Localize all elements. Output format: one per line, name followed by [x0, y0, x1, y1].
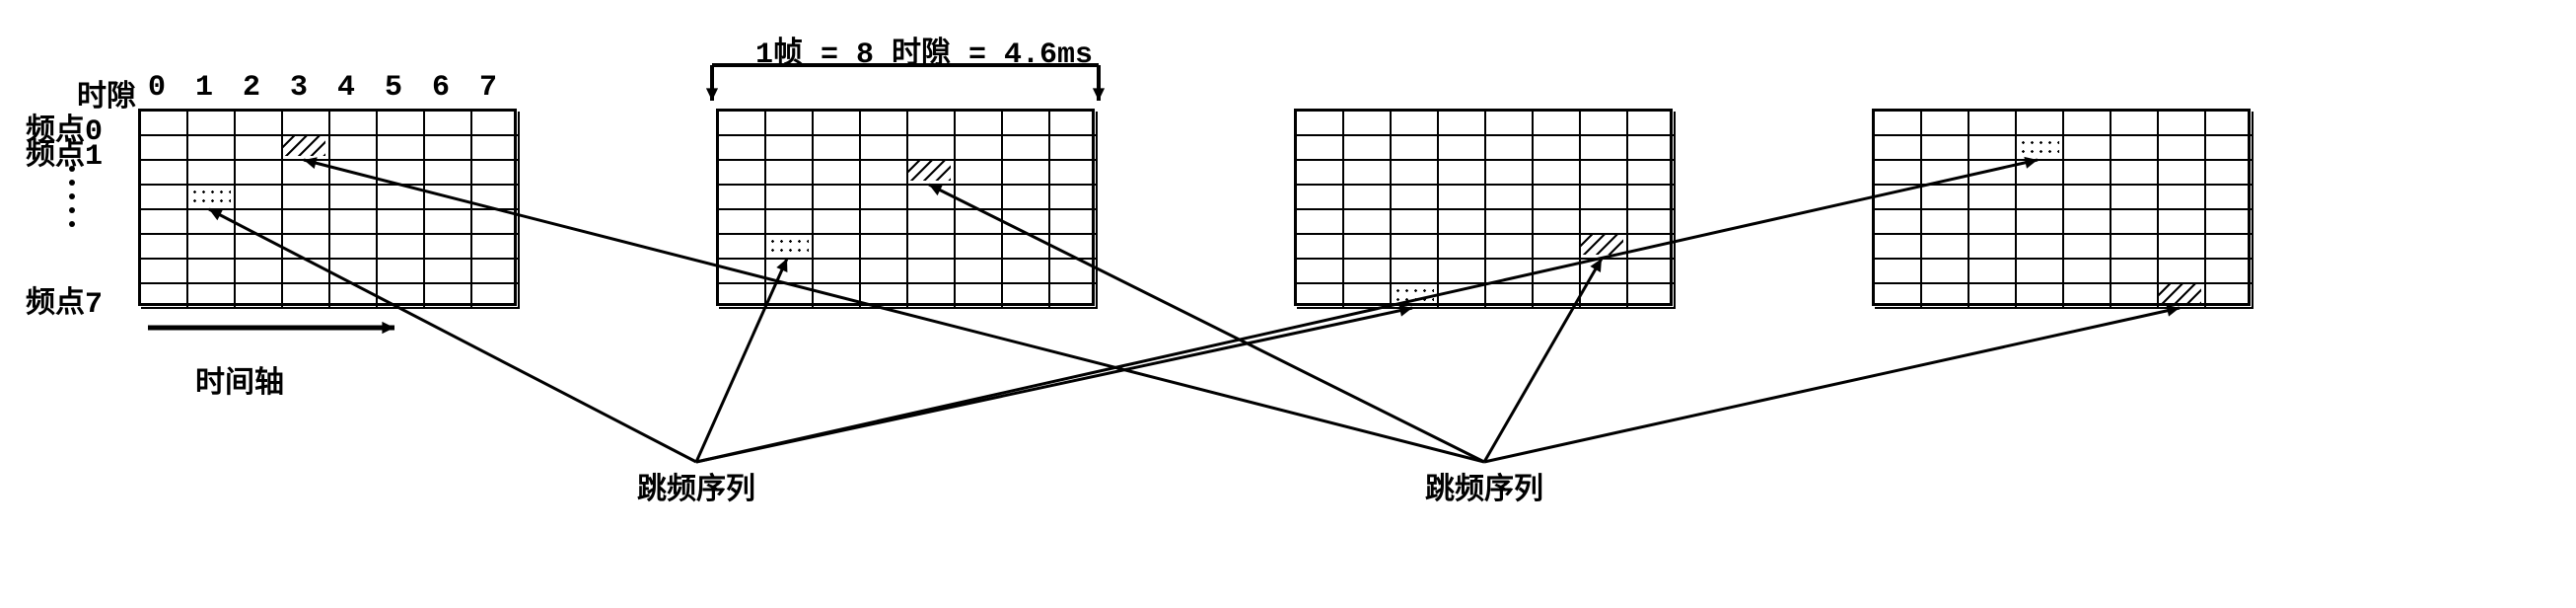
- diagram-root: 时隙012345671帧 = 8 时隙 = 4.6ms频点0频点1频点7时间轴跳…: [20, 20, 2556, 588]
- arrow-overlay: [20, 20, 2556, 588]
